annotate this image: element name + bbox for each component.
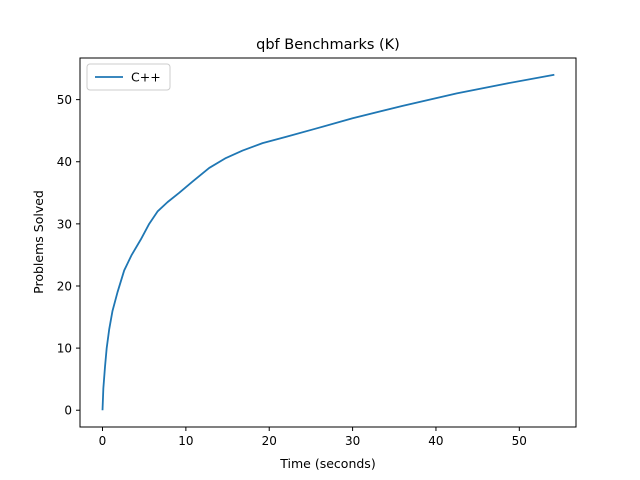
y-tick-label: 0: [64, 404, 72, 418]
x-tick-label: 30: [345, 434, 360, 448]
x-tick-label: 10: [178, 434, 193, 448]
series-line-0: [101, 73, 555, 411]
y-tick-label: 50: [57, 93, 72, 107]
axes-frame: [79, 57, 577, 428]
chart-title: qbf Benchmarks (K): [256, 37, 400, 53]
axis-ticks: 0 10 20 30 40 50 0 10 20 30 40 50: [57, 93, 527, 448]
x-tick-label: 0: [99, 434, 107, 448]
plot-area: 0 10 20 30 40 50 0 10 20 30 40 50: [57, 57, 577, 448]
x-axis-label: Time (seconds): [279, 456, 375, 471]
x-tick-label: 50: [512, 434, 527, 448]
x-tick-label: 40: [428, 434, 443, 448]
legend-box: [86, 63, 171, 91]
y-tick-label: 30: [57, 217, 72, 231]
legend: C++: [86, 63, 171, 91]
legend-label-cpp: C++: [131, 70, 161, 85]
y-tick-label: 40: [57, 155, 72, 169]
x-tick-label: 20: [262, 434, 277, 448]
y-tick-label: 10: [57, 342, 72, 356]
y-tick-label: 20: [57, 279, 72, 293]
y-axis-label: Problems Solved: [31, 190, 46, 294]
series-lines: [101, 73, 555, 411]
